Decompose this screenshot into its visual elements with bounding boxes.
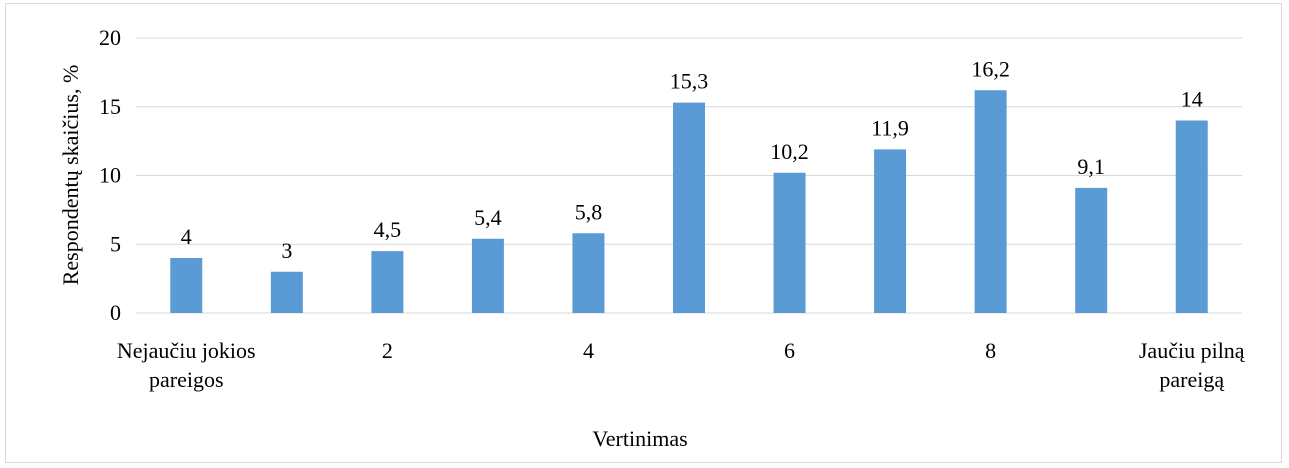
data-label: 3: [281, 238, 292, 263]
bar: [572, 233, 605, 313]
bars: [170, 90, 1208, 313]
x-tick-label: Nejaučiu jokios: [117, 338, 256, 363]
y-tick-label: 0: [110, 300, 121, 325]
data-label: 11,9: [871, 115, 909, 140]
bar: [673, 102, 705, 313]
bar: [773, 172, 806, 313]
x-tick-label: pareigos: [149, 367, 224, 392]
y-tick-label: 20: [99, 25, 121, 50]
bar: [1175, 120, 1208, 313]
bar: [1075, 187, 1108, 313]
bar: [371, 251, 404, 313]
bar: [874, 149, 907, 313]
data-label: 5,8: [575, 199, 603, 224]
bar: [270, 271, 303, 313]
data-label: 16,2: [971, 56, 1010, 81]
x-tick-label: 8: [985, 338, 996, 363]
data-label: 14: [1181, 87, 1203, 112]
y-axis-label: Respondentų skaičius, %: [58, 65, 83, 286]
x-tick-label: 6: [784, 338, 795, 363]
chart-frame: [5, 3, 1282, 463]
bar: [170, 258, 203, 313]
x-axis-label: Vertinimas: [592, 426, 687, 451]
y-tick-label: 15: [99, 94, 121, 119]
y-tick-label: 5: [110, 231, 121, 256]
x-tick-label: 2: [382, 338, 393, 363]
data-label: 5,4: [474, 205, 502, 230]
data-label: 4: [181, 224, 192, 249]
data-labels: 4 3 4,5 5,4 5,8 15,3 10,2 11,9 16,2 9,1 14: [181, 56, 1203, 263]
data-label: 15,3: [670, 69, 709, 94]
x-tick-label: pareigą: [1159, 367, 1224, 392]
data-label: 9,1: [1077, 154, 1105, 179]
x-tick-label: 4: [583, 338, 594, 363]
bar: [471, 238, 504, 313]
data-label: 10,2: [770, 139, 809, 164]
y-tick-labels: 0 5 10 15 20: [99, 25, 121, 325]
y-tick-label: 10: [99, 163, 121, 188]
data-label: 4,5: [374, 217, 402, 242]
bar: [974, 90, 1007, 313]
x-tick-labels: Nejaučiu jokios pareigos 2 4 6 8 Jaučiu pilną p…: [117, 338, 1245, 392]
x-tick-label: Jaučiu pilną: [1139, 338, 1245, 363]
